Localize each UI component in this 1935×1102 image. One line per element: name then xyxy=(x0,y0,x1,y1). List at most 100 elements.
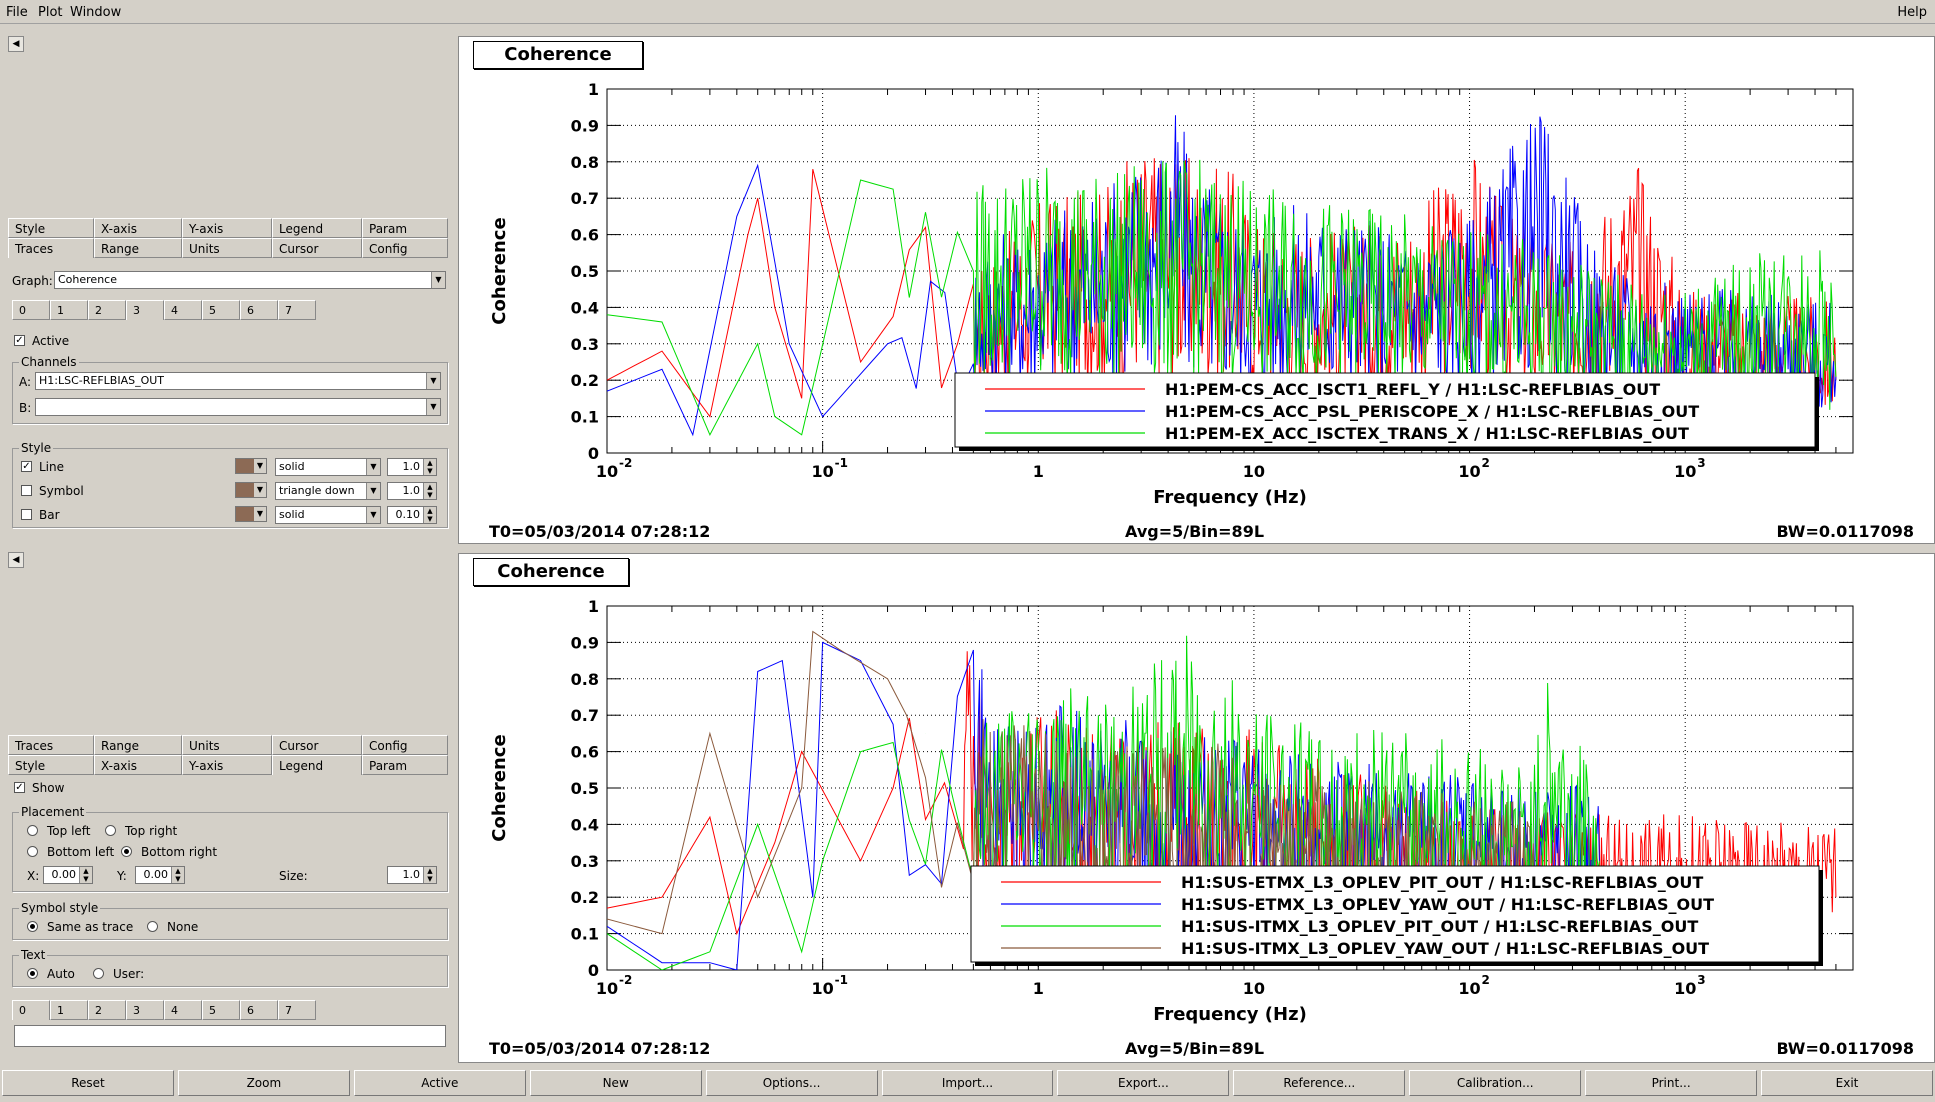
legend-trace-tab-0[interactable]: 0 xyxy=(12,1000,50,1020)
collapse-panel-1-icon[interactable]: ◀ xyxy=(8,36,24,52)
none-radio[interactable] xyxy=(147,921,158,932)
tab-cursor[interactable]: Cursor xyxy=(272,735,362,755)
collapse-panel-2-icon[interactable]: ◀ xyxy=(8,552,24,568)
graph-select[interactable]: Coherence ▼ xyxy=(54,271,446,289)
tab-units[interactable]: Units xyxy=(182,735,272,755)
tab-y-axis[interactable]: Y-axis xyxy=(182,218,272,238)
menu-plot[interactable]: Plot xyxy=(38,5,63,20)
line-width-stepper[interactable]: 1.0 ▲ ▼ xyxy=(387,458,437,476)
tab-x-axis[interactable]: X-axis xyxy=(94,218,182,238)
button-calibration[interactable]: Calibration... xyxy=(1409,1070,1582,1096)
button-reset[interactable]: Reset xyxy=(2,1070,174,1096)
spin-arrows-icon[interactable]: ▲ ▼ xyxy=(423,867,436,883)
spin-arrows-icon[interactable]: ▲ ▼ xyxy=(423,507,436,523)
bar-width-stepper[interactable]: 0.10 ▲ ▼ xyxy=(387,506,437,524)
symbol-checkbox[interactable] xyxy=(21,485,32,496)
legend-trace-tab-7[interactable]: 7 xyxy=(278,1000,316,1020)
tab-legend[interactable]: Legend xyxy=(272,218,362,238)
spin-arrows-icon[interactable]: ▲ ▼ xyxy=(79,867,92,883)
y-tick-label: 1 xyxy=(588,597,599,616)
legend-trace-tab-1[interactable]: 1 xyxy=(50,1000,88,1020)
legend-trace-tab-6[interactable]: 6 xyxy=(240,1000,278,1020)
tab-x-axis[interactable]: X-axis xyxy=(94,755,182,775)
tab-config[interactable]: Config xyxy=(362,238,448,258)
button-options[interactable]: Options... xyxy=(705,1070,878,1096)
size-value: 1.0 xyxy=(402,868,421,881)
tab-range[interactable]: Range xyxy=(94,238,182,258)
line-color-picker[interactable]: ▼ xyxy=(235,458,267,474)
channel-a-select[interactable]: H1:LSC-REFLBIAS_OUT ▼ xyxy=(35,372,441,390)
button-print[interactable]: Print... xyxy=(1585,1070,1758,1096)
trace-tab-7[interactable]: 7 xyxy=(278,300,316,320)
tab-traces[interactable]: Traces xyxy=(8,238,94,258)
show-legend-checkbox[interactable]: ✓ xyxy=(14,782,25,793)
spin-arrows-icon[interactable]: ▲ ▼ xyxy=(171,867,184,883)
tab-y-axis[interactable]: Y-axis xyxy=(182,755,272,775)
button-reference[interactable]: Reference... xyxy=(1233,1070,1406,1096)
bottom-left-radio[interactable] xyxy=(27,846,38,857)
channel-a-value: H1:LSC-REFLBIAS_OUT xyxy=(39,374,165,387)
legend-trace-tab-4[interactable]: 4 xyxy=(164,1000,202,1020)
same-as-trace-radio[interactable] xyxy=(27,921,38,932)
x-offset-stepper[interactable]: 0.00 ▲ ▼ xyxy=(43,866,93,884)
bar-style-select[interactable]: solid ▼ xyxy=(275,506,381,524)
menu-file[interactable]: File xyxy=(6,5,28,20)
bottom-right-radio[interactable] xyxy=(121,846,132,857)
legend-trace-tab-2[interactable]: 2 xyxy=(88,1000,126,1020)
top-left-radio[interactable] xyxy=(27,825,38,836)
legend-trace-tab-5[interactable]: 5 xyxy=(202,1000,240,1020)
tab-style[interactable]: Style xyxy=(8,755,94,775)
line-style-select[interactable]: solid ▼ xyxy=(275,458,381,476)
bar-checkbox[interactable] xyxy=(21,509,32,520)
tab-param[interactable]: Param xyxy=(362,755,448,775)
auto-radio[interactable] xyxy=(27,968,38,979)
button-import[interactable]: Import... xyxy=(881,1070,1054,1096)
tab-param[interactable]: Param xyxy=(362,218,448,238)
tab-traces[interactable]: Traces xyxy=(8,735,94,755)
tab-legend[interactable]: Legend xyxy=(272,755,362,775)
trace-tab-4[interactable]: 4 xyxy=(164,300,202,320)
tab-units[interactable]: Units xyxy=(182,238,272,258)
tab-style[interactable]: Style xyxy=(8,218,94,238)
y-offset-stepper[interactable]: 0.00 ▲ ▼ xyxy=(135,866,185,884)
tab-range[interactable]: Range xyxy=(94,735,182,755)
menu-help[interactable]: Help xyxy=(1897,5,1927,20)
trace-tab-3[interactable]: 3 xyxy=(126,300,164,320)
spin-arrows-icon[interactable]: ▲ ▼ xyxy=(423,483,436,499)
tab-cursor[interactable]: Cursor xyxy=(272,238,362,258)
spin-arrows-icon[interactable]: ▲ ▼ xyxy=(423,459,436,475)
top-right-radio[interactable] xyxy=(105,825,116,836)
line-checkbox[interactable]: ✓ xyxy=(21,461,32,472)
button-exit[interactable]: Exit xyxy=(1761,1070,1933,1096)
x-tick-label: 10 xyxy=(1674,462,1696,481)
symbol-color-picker[interactable]: ▼ xyxy=(235,482,267,498)
trace-tab-0[interactable]: 0 xyxy=(12,300,50,320)
symbol-style-group: Symbol style Same as trace None xyxy=(12,901,448,940)
user-radio[interactable] xyxy=(93,968,104,979)
x-tick-exponent: -1 xyxy=(835,456,848,470)
legend-trace-tab-3[interactable]: 3 xyxy=(126,1000,164,1020)
channel-b-select[interactable]: ▼ xyxy=(35,398,441,416)
line-label: Line xyxy=(39,460,65,474)
bottom-left-label: Bottom left xyxy=(47,845,115,859)
trace-tab-6[interactable]: 6 xyxy=(240,300,278,320)
symbol-style-select[interactable]: triangle down ▼ xyxy=(275,482,381,500)
size-stepper[interactable]: 1.0 ▲ ▼ xyxy=(387,866,437,884)
tab-config[interactable]: Config xyxy=(362,735,448,755)
button-zoom[interactable]: Zoom xyxy=(177,1070,350,1096)
active-checkbox[interactable]: ✓ xyxy=(14,335,25,346)
legend-text-input[interactable] xyxy=(14,1025,446,1047)
button-active[interactable]: Active xyxy=(353,1070,526,1096)
button-new[interactable]: New xyxy=(529,1070,702,1096)
trace-tab-5[interactable]: 5 xyxy=(202,300,240,320)
plot-1-avg: Avg=5/Bin=89L xyxy=(1125,522,1265,541)
menu-window[interactable]: Window xyxy=(70,5,122,20)
trace-tab-1[interactable]: 1 xyxy=(50,300,88,320)
button-export[interactable]: Export... xyxy=(1057,1070,1230,1096)
bar-color-picker[interactable]: ▼ xyxy=(235,506,267,522)
trace-tab-2[interactable]: 2 xyxy=(88,300,126,320)
symbol-size-stepper[interactable]: 1.0 ▲ ▼ xyxy=(387,482,437,500)
y-tick-label: 0.4 xyxy=(571,815,599,834)
